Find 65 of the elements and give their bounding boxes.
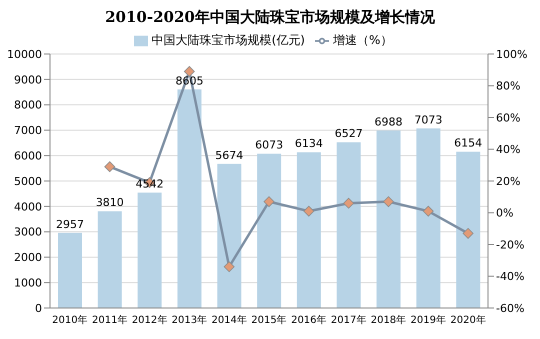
x-tick-label: 2012年 <box>132 314 168 326</box>
point <box>224 261 235 272</box>
bar <box>257 154 282 308</box>
bar <box>416 128 440 308</box>
point <box>184 66 195 77</box>
data-label: 2957 <box>56 218 84 231</box>
y2-tick-label: 40% <box>496 143 520 156</box>
y-tick-label: 8000 <box>14 98 42 112</box>
x-tick-label: 2017年 <box>330 314 366 326</box>
y-tick-label: 3000 <box>14 226 42 239</box>
bar <box>98 211 122 308</box>
bar <box>296 152 321 308</box>
y-tick-label: 0 <box>35 302 42 315</box>
data-label: 6073 <box>255 138 284 152</box>
x-tick-label: 2018年 <box>370 314 406 326</box>
bar <box>217 164 242 308</box>
y-tick-label: 7000 <box>14 124 42 138</box>
x-tick-label: 2019年 <box>410 314 446 326</box>
data-label: 6134 <box>294 137 323 150</box>
point <box>303 206 314 217</box>
y2-tick-label: 20% <box>496 174 520 188</box>
data-label: 5674 <box>215 148 244 162</box>
y-tick-label: 2000 <box>14 251 42 264</box>
x-tick-label: 2014年 <box>211 314 247 326</box>
data-label: 6527 <box>334 127 363 140</box>
bar <box>376 130 401 308</box>
point <box>383 196 394 208</box>
y2-tick-label: 60% <box>496 111 520 124</box>
x-tick-label: 2020年 <box>450 314 486 326</box>
chart-title: 2010-2020年中国大陆珠宝市场规模及增长情况 <box>104 8 436 28</box>
y2-tick-label: -20% <box>496 238 524 252</box>
y2-tick-label: 80% <box>496 80 520 93</box>
x-tick-label: 2015年 <box>251 314 287 326</box>
data-label: 6154 <box>454 136 482 150</box>
y-tick-label: 9000 <box>14 73 42 86</box>
point <box>422 206 434 217</box>
data-label: 8605 <box>175 74 204 88</box>
bar <box>58 232 82 308</box>
x-tick-label: 2011年 <box>92 314 128 326</box>
y2-tick-label: -60% <box>496 302 524 315</box>
data-label: 4542 <box>136 178 164 191</box>
data-label: 3810 <box>96 196 124 210</box>
bar <box>177 89 202 308</box>
point <box>264 196 274 208</box>
y2-tick-label: 100% <box>496 48 528 61</box>
x-tick-label: 2013年 <box>172 314 208 326</box>
point <box>343 198 354 209</box>
bar <box>138 192 162 308</box>
data-label: 6988 <box>374 116 403 129</box>
x-tick-label: 2016年 <box>291 314 327 326</box>
x-tick-label: 2010年 <box>52 314 88 326</box>
point <box>462 228 474 239</box>
bar <box>456 152 480 308</box>
legend-label: 中国大陆珠宝市场规模(亿元) <box>152 33 305 47</box>
point <box>104 161 116 172</box>
bar <box>336 142 361 308</box>
y-tick-label: 6000 <box>14 150 42 163</box>
y-tick-label: 5000 <box>14 174 42 188</box>
y2-tick-label: -40% <box>496 270 524 284</box>
data-label: 7073 <box>414 113 442 126</box>
y2-tick-label: 0% <box>496 206 514 220</box>
legend-label: 增速（%） <box>332 33 392 47</box>
y-tick-label: 1000 <box>14 276 42 290</box>
y-tick-label: 10000 <box>7 48 42 61</box>
y-tick-label: 4000 <box>14 200 42 214</box>
